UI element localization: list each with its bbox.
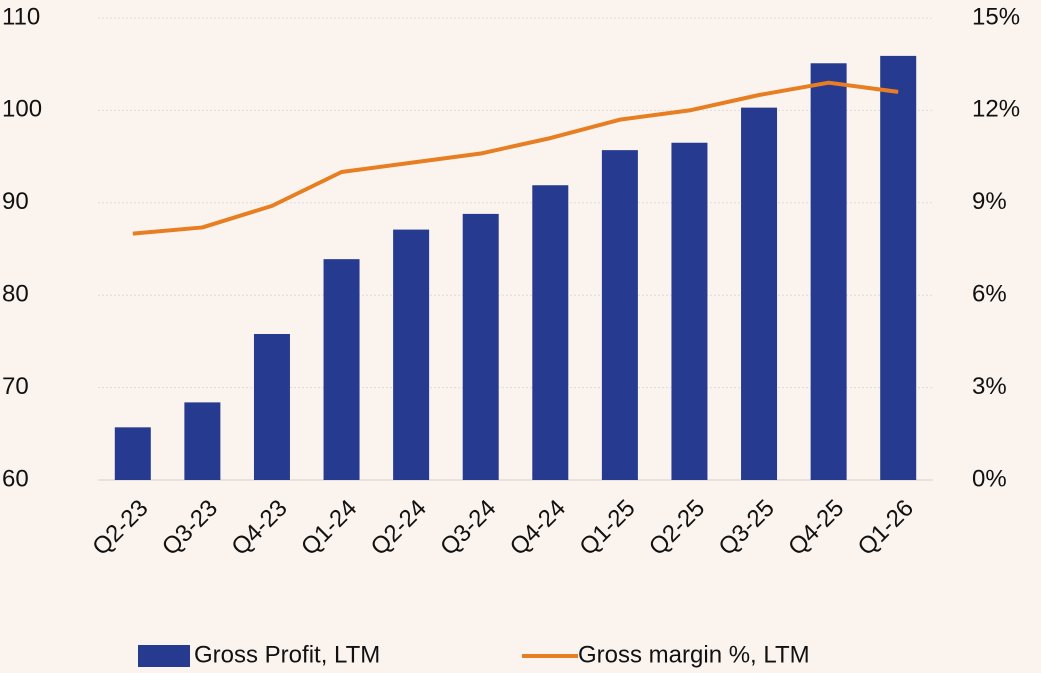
y2-tick-label: 6%: [972, 281, 1007, 308]
bar: [253, 334, 290, 480]
y-tick-label: 60: [2, 465, 29, 492]
x-tick-label: Q1-26: [853, 495, 919, 561]
x-tick-label: Q1-24: [296, 495, 362, 561]
bar: [810, 63, 847, 480]
x-tick-label: Q3-25: [714, 495, 780, 561]
bar: [880, 55, 917, 480]
y-tick-label: 70: [2, 373, 29, 400]
y2-tick-label: 0%: [972, 465, 1007, 492]
y-tick-label: 110: [2, 3, 40, 30]
bar: [671, 142, 708, 481]
x-tick-label: Q4-24: [505, 495, 571, 561]
y2-tick-label: 12%: [972, 96, 1020, 123]
x-tick-label: Q1-25: [574, 495, 640, 561]
line: [132, 80, 899, 236]
y-tick-label: 100: [2, 96, 42, 123]
y-tick-label: 90: [2, 188, 29, 215]
x-tick-label: Q3-24: [435, 495, 501, 561]
bar: [462, 213, 499, 480]
bar: [741, 107, 778, 481]
x-tick-label: Q2-23: [87, 495, 153, 561]
y-tick-label: 80: [2, 281, 29, 308]
bar: [601, 150, 638, 480]
bar: [184, 402, 221, 480]
x-tick-label: Q4-25: [783, 495, 849, 561]
x-tick-label: Q4-23: [226, 495, 292, 561]
bar: [323, 259, 360, 480]
legend-label: Gross margin %, LTM: [578, 641, 810, 668]
y2-tick-label: 3%: [972, 373, 1007, 400]
legend-swatch: [138, 645, 190, 667]
x-tick-label: Q3-23: [157, 495, 223, 561]
bar: [114, 427, 151, 480]
bar: [532, 185, 569, 480]
bar: [393, 229, 430, 480]
x-tick-label: Q2-25: [644, 495, 710, 561]
legend-label: Gross Profit, LTM: [194, 641, 380, 668]
x-tick-label: Q2-24: [366, 495, 432, 561]
y2-tick-label: 15%: [972, 3, 1020, 30]
y2-tick-label: 9%: [972, 188, 1007, 215]
